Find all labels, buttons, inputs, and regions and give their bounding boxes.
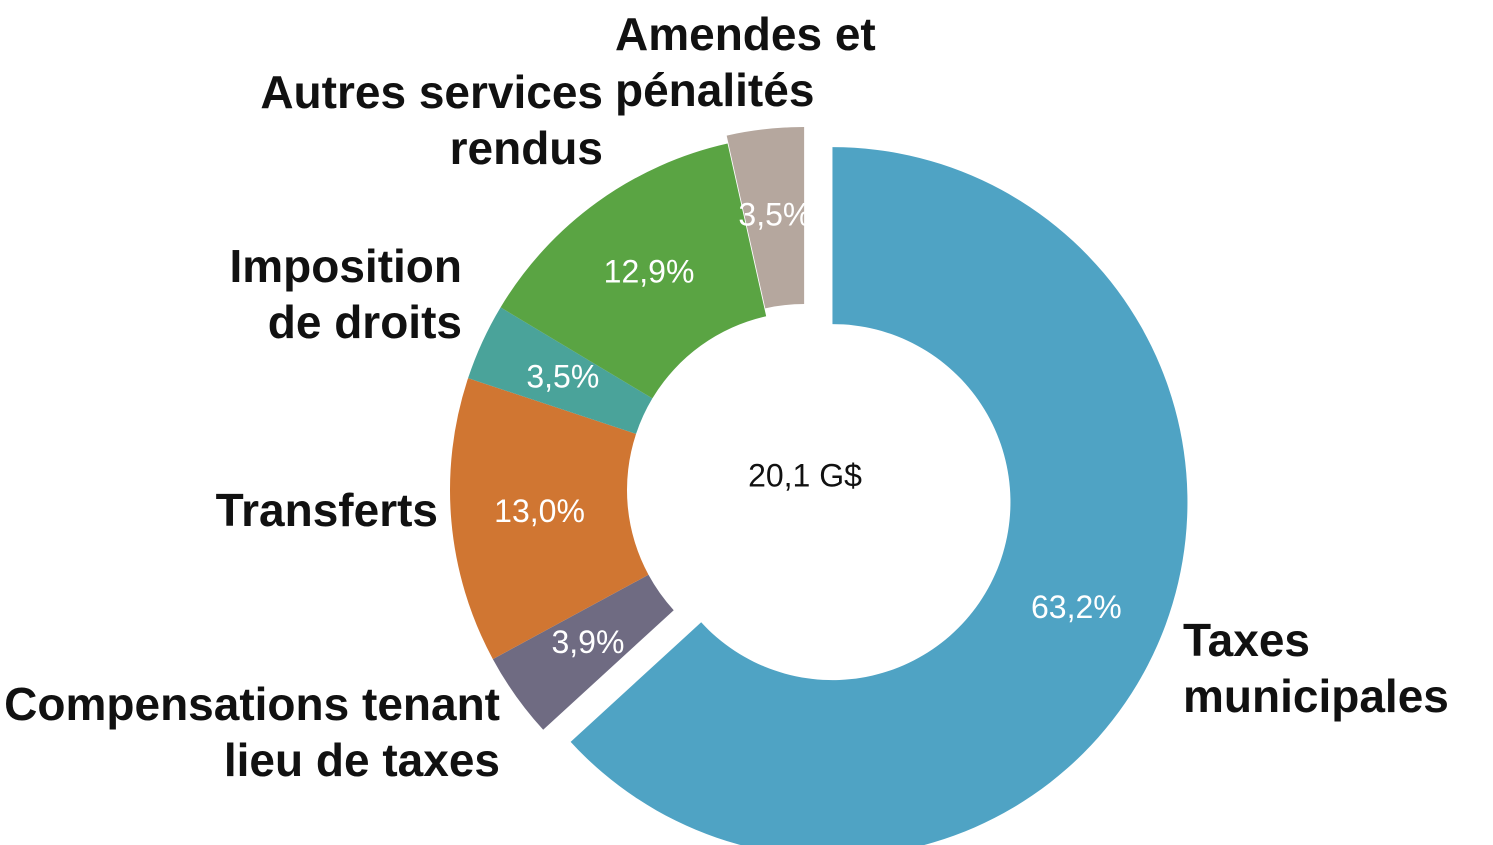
donut-segment (570, 147, 1188, 845)
donut-segment (492, 574, 674, 730)
value-label: 3,5% (526, 358, 599, 394)
category-label: Imposition de droits (229, 240, 462, 348)
category-label: Taxes municipales (1183, 614, 1449, 722)
donut-segment (468, 307, 653, 434)
category-label: Compensations tenant lieu de taxes (4, 678, 500, 786)
donut-segment (450, 378, 649, 660)
value-label: 13,0% (494, 493, 585, 529)
value-label: 63,2% (1031, 589, 1122, 625)
donut-segment (726, 127, 805, 309)
value-label: 3,9% (551, 624, 624, 660)
category-label: Amendes et pénalités (615, 8, 876, 116)
category-label: Transferts (215, 484, 438, 536)
category-label: Autres services rendus (260, 66, 603, 174)
value-label: 3,5% (738, 197, 811, 233)
value-label: 12,9% (604, 253, 695, 289)
center-label: 20,1 G$ (748, 457, 862, 493)
donut-segment (500, 143, 767, 399)
